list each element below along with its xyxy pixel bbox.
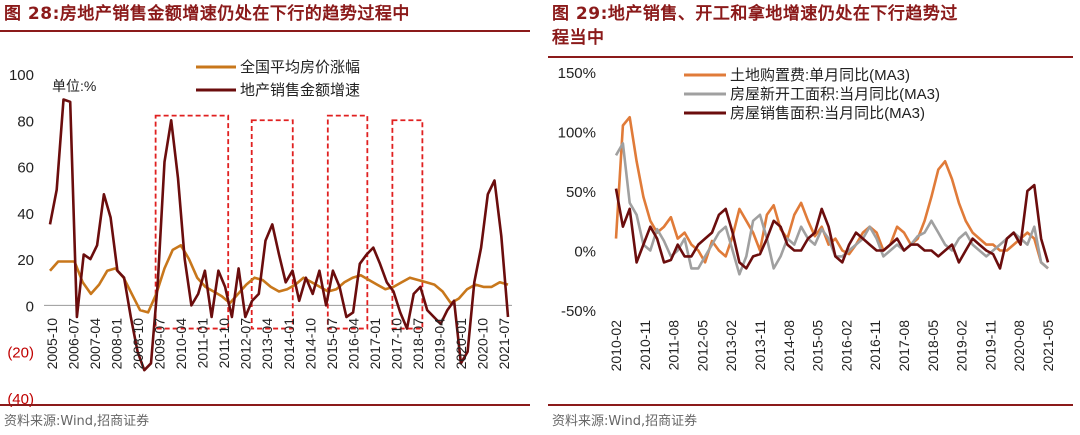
highlight-box <box>250 119 294 330</box>
left-bottom-rule <box>0 404 530 406</box>
x-tick-label: 2017-01 <box>367 318 383 370</box>
series-line <box>614 183 1050 270</box>
x-tick-label: 2017-10 <box>388 318 404 370</box>
x-tick-label: 2011-01 <box>195 318 211 369</box>
x-tick-label: 2019-04 <box>431 318 447 370</box>
right-source: 资料来源:Wind,招商证券 <box>552 414 698 429</box>
left-panel: 图 28:房地产销售金额增速仍处在下行的趋势过程中 (40) (20) 0 20 40 6… <box>0 0 530 435</box>
x-tick-label: 2015-07 <box>324 318 340 370</box>
legend-label: 土地购置费:单月同比(MA3) <box>730 67 910 84</box>
x-tick-label: 2013-11 <box>752 320 768 371</box>
right-title-line-1: 图 29:地产销售、开工和拿地增速仍处在下行趋势过 <box>552 4 958 24</box>
y-tick-label: 0% <box>574 244 596 261</box>
x-tick-label: 2015-05 <box>810 320 826 372</box>
x-tick-label: 2007-04 <box>87 318 103 370</box>
x-tick-label: 2005-10 <box>44 318 60 370</box>
x-tick-label: 2012-07 <box>238 318 254 370</box>
right-bottom-rule <box>548 404 1073 406</box>
x-tick-label: 2011-10 <box>216 318 232 369</box>
x-tick-label: 2006-07 <box>66 318 82 370</box>
legend-label: 房屋销售面积:当月同比(MA3) <box>730 105 925 122</box>
right-title-line-2: 程当中 <box>552 28 605 48</box>
right-title-rule <box>548 56 1073 58</box>
x-tick-label: 2010-02 <box>608 320 624 372</box>
x-tick-label: 2020-10 <box>474 318 490 370</box>
x-tick-label: 2014-10 <box>302 318 318 370</box>
right-chart: -50% 0% 50% 100% 150% 2010-02 2010-11 2011-08 20… <box>558 65 1056 372</box>
legend-label: 地产销售金额增速 <box>240 82 360 99</box>
x-tick-label: 2010-04 <box>173 318 189 370</box>
right-panel-title: 图 29:地产销售、开工和拿地增速仍处在下行趋势过 程当中 <box>552 2 958 50</box>
x-tick-label: 2008-01 <box>109 318 125 370</box>
y-tick-label: 40 <box>17 206 34 223</box>
x-tick-label: 2016-02 <box>838 320 854 372</box>
left-title-rule <box>0 30 530 32</box>
x-tick-label: 2013-02 <box>723 320 739 372</box>
x-tick-label: 2019-02 <box>954 320 970 372</box>
x-tick-label: 2010-11 <box>637 320 653 371</box>
y-tick-label: 50% <box>566 184 596 201</box>
legend-label: 房屋新开工面积:当月同比(MA3) <box>730 86 940 103</box>
x-tick-label: 2020-08 <box>1011 320 1027 372</box>
x-tick-label: 2009-07 <box>152 318 168 370</box>
x-tick-label: 2018-05 <box>925 320 941 372</box>
y-tick-label: 80 <box>17 113 34 130</box>
x-tick-label: 2021-05 <box>1040 320 1056 372</box>
y-tick-label: 60 <box>17 160 34 177</box>
x-tick-label: 2008-10 <box>130 318 146 370</box>
x-tick-label: 2016-11 <box>867 320 883 371</box>
y-tick-label: (40) <box>7 391 34 408</box>
y-tick-label: 100% <box>558 125 596 142</box>
x-tick-label: 2013-04 <box>259 318 275 370</box>
legend-label: 全国平均房价涨幅 <box>240 58 360 76</box>
series-line <box>48 98 510 372</box>
x-tick-label: 2019-11 <box>982 320 998 371</box>
left-chart: (40) (20) 0 20 40 60 80 100 2005-10 2006-07 2007-0… <box>7 58 512 408</box>
x-tick-label: 2014-01 <box>281 318 297 370</box>
y-tick-label: 20 <box>17 252 34 269</box>
x-tick-label: 2018-07 <box>410 318 426 370</box>
y-tick-label: 0 <box>26 298 34 315</box>
y-tick-label: -50% <box>561 303 596 320</box>
highlight-box <box>391 119 424 330</box>
y-tick-label: 150% <box>558 65 596 82</box>
highlight-box <box>154 114 230 330</box>
x-tick-label: 2012-05 <box>694 320 710 372</box>
left-panel-title: 图 28:房地产销售金额增速仍处在下行的趋势过程中 <box>4 4 410 24</box>
right-panel: 图 29:地产销售、开工和拿地增速仍处在下行趋势过 程当中 -50% 0% 50% 1… <box>548 0 1080 435</box>
series-line <box>614 142 1049 276</box>
highlight-box <box>326 114 369 330</box>
x-tick-label: 2020-01 <box>453 318 469 370</box>
x-tick-label: 2011-08 <box>666 320 682 371</box>
left-source: 资料来源:Wind,招商证券 <box>4 414 150 429</box>
y-tick-label: 100 <box>9 67 34 84</box>
x-tick-label: 2016-04 <box>345 318 361 370</box>
y-tick-label: (20) <box>7 345 34 362</box>
x-tick-label: 2014-08 <box>781 320 797 372</box>
unit-label: 单位:% <box>52 78 96 94</box>
x-tick-label: 2021-07 <box>496 318 512 370</box>
x-tick-label: 2017-08 <box>896 320 912 372</box>
